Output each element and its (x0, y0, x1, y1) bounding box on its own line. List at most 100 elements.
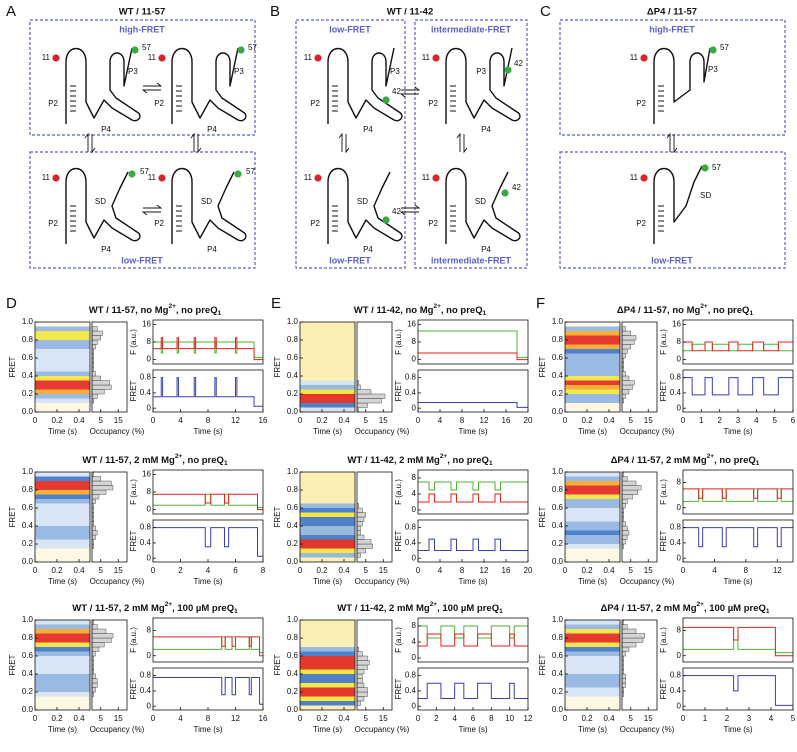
y-axis-label: FRET (538, 506, 547, 527)
base-pairs (175, 205, 183, 232)
heatmap-cell (565, 683, 620, 688)
rna-label: P4 (207, 125, 217, 134)
y-tick-label: 0 (677, 355, 682, 364)
y-tick-label: 1.0 (22, 615, 34, 624)
rna-label: P2 (154, 99, 164, 108)
heatmap-cell (300, 398, 355, 403)
histogram-frame (356, 619, 393, 711)
histogram-bar (356, 678, 363, 684)
state-label: low-FRET (121, 255, 163, 265)
x-tick-label: 12 (231, 714, 240, 723)
y-tick-label: 0.8 (405, 671, 417, 680)
y-tick-label: 1.0 (287, 615, 299, 624)
heatmap-cell (35, 665, 90, 670)
x-tick-label: 8 (744, 566, 749, 575)
fret-trace (153, 677, 263, 705)
histogram-bar (356, 534, 365, 540)
state-box (295, 19, 406, 269)
acceptor-trace (153, 337, 263, 361)
histogram-bar (91, 637, 112, 643)
title-part: , 100 µM preQ (704, 603, 766, 614)
histogram-bar (621, 682, 626, 688)
histogram-bar (621, 646, 630, 652)
histogram-bar (91, 624, 98, 630)
rna-diagram: 11 SD 42 P2 P4 (422, 167, 521, 254)
heatmap-frame (34, 321, 91, 413)
x-tick-label: 5 (364, 416, 369, 425)
heatmap-cell (565, 398, 620, 403)
rna-diagram: 11 57 SD P2 (630, 163, 721, 245)
y-axis-label: FRET (273, 506, 282, 527)
x-tick-label: 0 (416, 714, 421, 723)
state-box (29, 19, 256, 136)
title-part: 2+ (697, 601, 705, 608)
heatmap-cell (35, 544, 90, 549)
rna-label: P2 (310, 99, 320, 108)
x-axis-label: Occupancy (%) (620, 577, 675, 586)
y-tick-label: 0.8 (140, 373, 152, 382)
donor-trace (418, 625, 528, 639)
dye (432, 54, 440, 62)
y-tick-label: 0.6 (22, 353, 34, 362)
heatmap-cell (35, 481, 90, 486)
x-tick-label: 10 (505, 714, 514, 723)
heatmap-frame (564, 471, 621, 563)
rna-label: P3 (708, 65, 718, 74)
x-tick-label: 12 (231, 416, 240, 425)
y-axis-label: FRET (394, 530, 403, 551)
rna-label: P4 (481, 125, 491, 134)
dye (382, 96, 390, 104)
heatmap-cell (565, 499, 620, 504)
heatmap-cell (565, 376, 620, 381)
y-axis-label: FRET (273, 356, 282, 377)
y-tick-label: 0.0 (287, 407, 299, 416)
y-axis-label: FRET (659, 678, 668, 699)
heatmap-cell (35, 344, 90, 349)
equilibrium-arrow (84, 133, 96, 153)
x-tick-label: 4 (206, 566, 211, 575)
histogram-frame (91, 619, 128, 711)
rna-strand (327, 167, 403, 245)
histogram-bar (356, 655, 368, 661)
x-tick-label: 2 (178, 566, 183, 575)
heatmap-cell (565, 380, 620, 385)
title-part: , 100 µM preQ (172, 603, 234, 614)
histogram-frame (621, 321, 658, 413)
rna-strand (445, 47, 521, 125)
trace-frame (417, 617, 529, 663)
heatmap-cell (300, 521, 355, 526)
histogram-bar (91, 339, 98, 345)
histogram-frame (91, 471, 128, 563)
y-tick-label: 1.0 (552, 317, 564, 326)
histogram-bar (621, 633, 645, 639)
x-axis-label: Time (s) (313, 427, 342, 436)
heatmap-cell (35, 362, 90, 367)
x-axis-label: Time (s) (48, 427, 77, 436)
x-tick-label: 5 (99, 566, 104, 575)
histogram-bar (621, 637, 644, 643)
heatmap-cell (300, 647, 355, 652)
base-pairs (175, 85, 183, 112)
donor-trace (683, 639, 793, 654)
donor-trace (683, 488, 793, 502)
trace-frame (152, 667, 264, 711)
x-tick-label: 16 (502, 416, 511, 425)
rna-label: 42 (392, 207, 401, 216)
rna-diagram: 11 57 P3 P2 P4 (148, 43, 258, 134)
trace-frame (682, 469, 794, 515)
heatmap-cell (565, 490, 620, 495)
heatmap-cell (565, 633, 620, 638)
rna-label: 11 (42, 53, 51, 62)
dye (314, 174, 322, 182)
chart-title: ΔP4 / 11-57, 2 mM Mg2+, no preQ1 (611, 453, 760, 467)
title-part: 2+ (433, 303, 441, 310)
heatmap-frame (564, 321, 621, 413)
y-tick-label: 1.0 (22, 467, 34, 476)
chart-title: WT / 11-57, 2 mM Mg2+, 100 µM preQ1 (72, 601, 238, 615)
rna-label: 11 (148, 53, 157, 62)
title-part: 1 (218, 310, 222, 317)
dye (382, 216, 390, 224)
x-tick-label: 0 (151, 416, 156, 425)
fret-trace (683, 527, 793, 548)
donor-trace (153, 341, 263, 358)
